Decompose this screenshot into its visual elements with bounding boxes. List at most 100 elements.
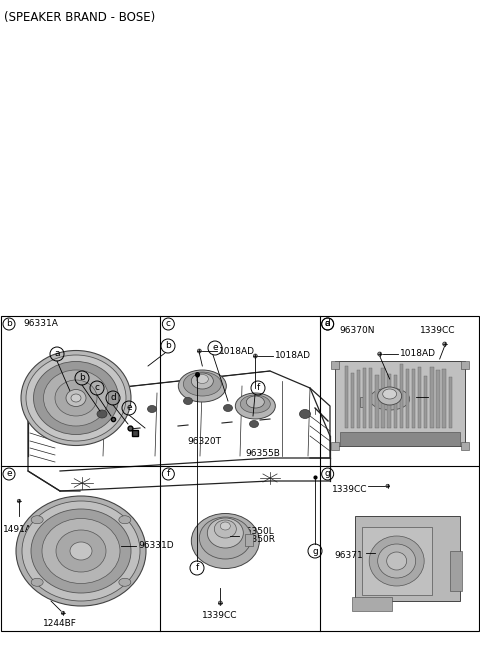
Bar: [360, 397, 365, 407]
Text: f: f: [256, 384, 260, 392]
Bar: [400, 364, 403, 428]
Text: b: b: [6, 319, 12, 329]
Circle shape: [378, 352, 382, 356]
Text: 1339CC: 1339CC: [332, 485, 367, 493]
Text: f: f: [167, 470, 170, 478]
Ellipse shape: [300, 409, 311, 419]
Bar: [450, 551, 462, 591]
Bar: [418, 367, 421, 428]
Ellipse shape: [44, 370, 108, 426]
Text: c: c: [166, 319, 171, 329]
Bar: [461, 442, 468, 450]
Bar: [335, 361, 465, 446]
Ellipse shape: [26, 355, 126, 441]
Text: 96331A: 96331A: [23, 319, 58, 329]
Text: d: d: [325, 319, 331, 329]
Text: 96350R: 96350R: [240, 535, 276, 544]
Bar: [345, 366, 348, 428]
Bar: [245, 534, 253, 546]
Ellipse shape: [70, 542, 92, 560]
Ellipse shape: [364, 387, 416, 415]
Text: 96320N: 96320N: [430, 392, 465, 401]
Ellipse shape: [220, 522, 230, 530]
Text: e: e: [6, 470, 12, 478]
Ellipse shape: [31, 578, 43, 586]
Ellipse shape: [71, 394, 81, 402]
Text: 1339CC: 1339CC: [203, 611, 238, 621]
Ellipse shape: [179, 370, 227, 402]
Text: b: b: [165, 342, 171, 350]
Text: e: e: [126, 403, 132, 413]
Text: 96350L: 96350L: [240, 527, 274, 535]
Bar: [351, 373, 354, 428]
Text: 1339CC: 1339CC: [420, 326, 455, 335]
Ellipse shape: [369, 536, 424, 586]
Ellipse shape: [196, 375, 208, 384]
Ellipse shape: [22, 501, 140, 601]
Bar: [369, 368, 372, 428]
Circle shape: [197, 349, 201, 353]
Text: 96355B: 96355B: [245, 449, 280, 459]
Ellipse shape: [147, 405, 156, 413]
Ellipse shape: [378, 544, 416, 578]
Bar: [430, 367, 433, 428]
Bar: [363, 368, 366, 428]
Text: g: g: [325, 470, 331, 478]
Bar: [448, 377, 452, 428]
Ellipse shape: [240, 395, 270, 413]
Bar: [331, 361, 339, 369]
Ellipse shape: [192, 373, 213, 389]
Circle shape: [17, 499, 21, 502]
Ellipse shape: [387, 552, 407, 570]
Text: 96371: 96371: [335, 552, 363, 560]
Text: b: b: [79, 373, 85, 382]
Ellipse shape: [183, 398, 192, 405]
Circle shape: [61, 611, 65, 615]
Bar: [357, 370, 360, 428]
Ellipse shape: [56, 530, 106, 572]
Circle shape: [218, 601, 222, 605]
Ellipse shape: [215, 520, 236, 538]
Text: 96320T: 96320T: [187, 436, 221, 445]
Bar: [340, 432, 460, 446]
Text: (SPEAKER BRAND - BOSE): (SPEAKER BRAND - BOSE): [4, 11, 155, 24]
Ellipse shape: [246, 396, 264, 408]
Text: g: g: [312, 546, 318, 556]
Bar: [412, 369, 415, 428]
Text: f: f: [195, 564, 199, 573]
Ellipse shape: [31, 509, 131, 593]
Text: a: a: [325, 319, 330, 329]
Ellipse shape: [250, 420, 259, 428]
Text: a: a: [54, 350, 60, 358]
Bar: [375, 375, 379, 428]
Text: e: e: [212, 344, 218, 352]
Ellipse shape: [76, 479, 88, 487]
Circle shape: [443, 342, 447, 346]
Ellipse shape: [264, 474, 276, 482]
Bar: [424, 376, 428, 428]
Ellipse shape: [224, 405, 232, 411]
Bar: [461, 361, 468, 369]
Text: 1018AD: 1018AD: [276, 352, 312, 361]
Bar: [331, 442, 339, 450]
Ellipse shape: [66, 390, 86, 407]
Ellipse shape: [235, 393, 276, 419]
Bar: [361, 527, 432, 595]
Bar: [387, 374, 391, 428]
Circle shape: [253, 354, 257, 358]
Ellipse shape: [73, 415, 83, 421]
Text: d: d: [110, 394, 116, 403]
Ellipse shape: [21, 350, 131, 445]
Text: 1018AD: 1018AD: [219, 346, 255, 356]
Ellipse shape: [16, 496, 146, 606]
Ellipse shape: [55, 380, 97, 416]
Ellipse shape: [183, 372, 221, 396]
Ellipse shape: [34, 361, 119, 434]
Bar: [394, 375, 397, 428]
Ellipse shape: [378, 387, 402, 405]
Bar: [406, 369, 409, 428]
Ellipse shape: [97, 410, 107, 418]
Text: 96331D: 96331D: [138, 541, 174, 550]
Ellipse shape: [370, 388, 409, 410]
Bar: [381, 368, 384, 428]
